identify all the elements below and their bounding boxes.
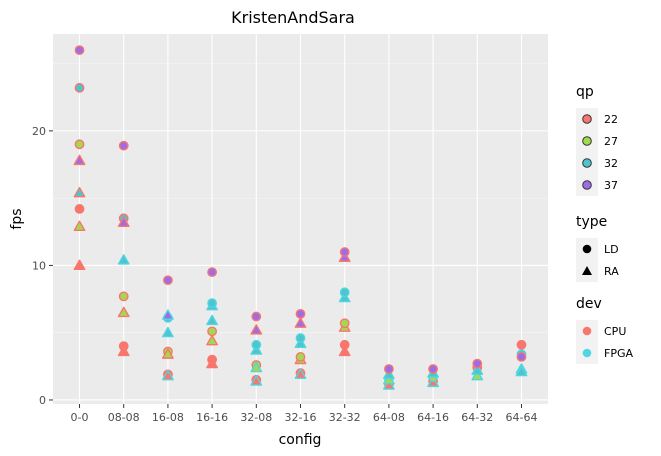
x-tick-label: 64-08 (373, 411, 405, 424)
data-point (206, 357, 219, 369)
data-point (206, 334, 219, 346)
y-tick-label: 10 (32, 259, 46, 272)
data-point (428, 364, 438, 374)
x-tick-label: 64-16 (417, 411, 449, 424)
legend-entry-label: CPU (604, 325, 626, 338)
y-axis-title: fps (9, 208, 25, 229)
legend-entry-label: FPGA (604, 347, 633, 360)
data-point (74, 204, 85, 214)
data-point (207, 298, 218, 308)
data-point (294, 368, 307, 379)
data-point (339, 287, 350, 298)
legend-key-circle (582, 136, 592, 146)
data-point (382, 373, 395, 385)
data-point (118, 140, 129, 151)
data-point (250, 324, 263, 335)
data-point (162, 348, 174, 359)
x-tick-label: 16-08 (152, 411, 184, 424)
data-point (338, 345, 351, 357)
data-point (74, 139, 85, 150)
x-axis-title: config (279, 432, 322, 448)
legend-entry-label: RA (604, 265, 619, 278)
x-tick-label: 64-32 (461, 411, 493, 424)
legend-entry-label: 22 (604, 113, 618, 126)
data-point (339, 247, 350, 257)
legend-entry-label: 37 (604, 179, 618, 192)
data-point (73, 154, 86, 166)
data-point (472, 358, 483, 369)
legend-entry-label: 32 (604, 157, 618, 170)
legend-title: type (576, 214, 607, 230)
legend-key-circle (582, 326, 592, 336)
x-axis-ticks: 0-0 08-08 16-08 16-16 32-08 32-16 32-32 64-08 64… (71, 404, 537, 424)
data-point (471, 364, 484, 375)
data-point (117, 216, 130, 227)
x-tick-label: 16-16 (196, 411, 228, 424)
x-tick-label: 08-08 (108, 411, 140, 424)
x-tick-label: 32-16 (285, 411, 317, 424)
data-point (516, 352, 527, 362)
chart-title: KristenAndSara (231, 8, 355, 27)
x-tick-label: 0-0 (71, 411, 89, 424)
data-point (339, 318, 350, 329)
y-axis-ticks: 0 10 20 (32, 125, 53, 407)
data-point (207, 267, 218, 278)
x-tick-label: 32-08 (240, 411, 272, 424)
data-point (206, 314, 219, 326)
data-point (118, 291, 129, 302)
data-point (250, 375, 263, 386)
data-point (516, 339, 527, 350)
data-point (295, 333, 306, 343)
data-points (73, 45, 528, 390)
data-point (295, 308, 306, 319)
data-point (382, 379, 395, 390)
data-point (73, 186, 86, 198)
data-point (295, 352, 306, 362)
legend-key-circle (582, 114, 592, 124)
legend-title: dev (576, 296, 602, 312)
legend-key-circle (582, 244, 592, 254)
data-point (73, 220, 86, 232)
x-tick-label: 64-64 (505, 411, 537, 424)
legend-key-circle (582, 158, 592, 168)
data-point (383, 364, 394, 374)
x-tick-label: 32-32 (329, 411, 361, 424)
data-point (162, 369, 174, 381)
data-point (73, 259, 86, 271)
data-point (163, 275, 173, 286)
data-point (294, 317, 307, 328)
data-point (74, 45, 85, 56)
legend-title: qp (576, 84, 594, 100)
data-point (74, 82, 85, 93)
data-point (515, 365, 528, 377)
data-point (471, 369, 484, 381)
legend-key-triangle (582, 266, 592, 275)
legend-key-circle (582, 180, 592, 190)
data-point (162, 326, 174, 338)
data-point (251, 339, 262, 350)
legend-key-circle (582, 348, 592, 358)
data-point (207, 326, 218, 337)
data-point (117, 345, 130, 357)
legend-entry-label: 27 (604, 135, 618, 148)
data-point (117, 254, 130, 265)
data-point (251, 311, 262, 322)
data-point (250, 361, 263, 373)
data-point (117, 306, 130, 318)
y-tick-label: 20 (32, 125, 46, 138)
y-tick-label: 0 (39, 394, 46, 407)
data-point (162, 309, 174, 320)
legend-entry-label: LD (604, 243, 619, 256)
